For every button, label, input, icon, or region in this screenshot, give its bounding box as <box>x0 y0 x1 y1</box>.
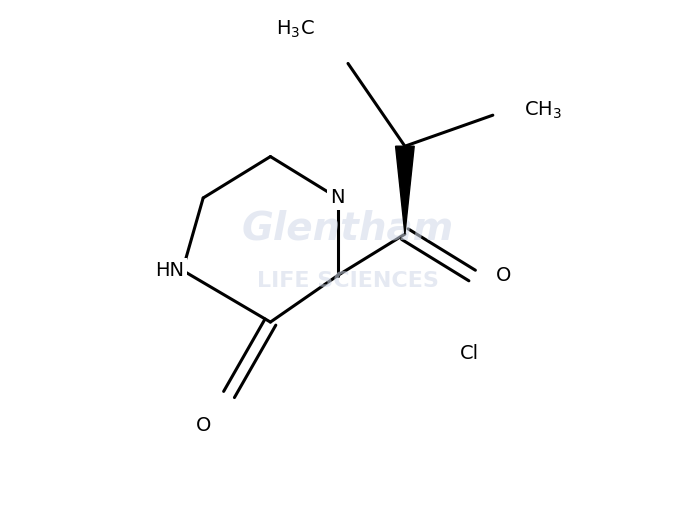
Polygon shape <box>395 146 414 234</box>
Text: Cl: Cl <box>460 344 479 362</box>
Text: LIFE SCIENCES: LIFE SCIENCES <box>257 271 439 291</box>
Text: Glentham: Glentham <box>242 210 454 248</box>
Text: O: O <box>496 266 511 285</box>
Text: H$_3$C: H$_3$C <box>276 19 315 41</box>
Text: CH$_3$: CH$_3$ <box>524 99 562 121</box>
Text: HN: HN <box>155 261 184 280</box>
Text: N: N <box>331 188 345 207</box>
Text: O: O <box>196 416 211 435</box>
